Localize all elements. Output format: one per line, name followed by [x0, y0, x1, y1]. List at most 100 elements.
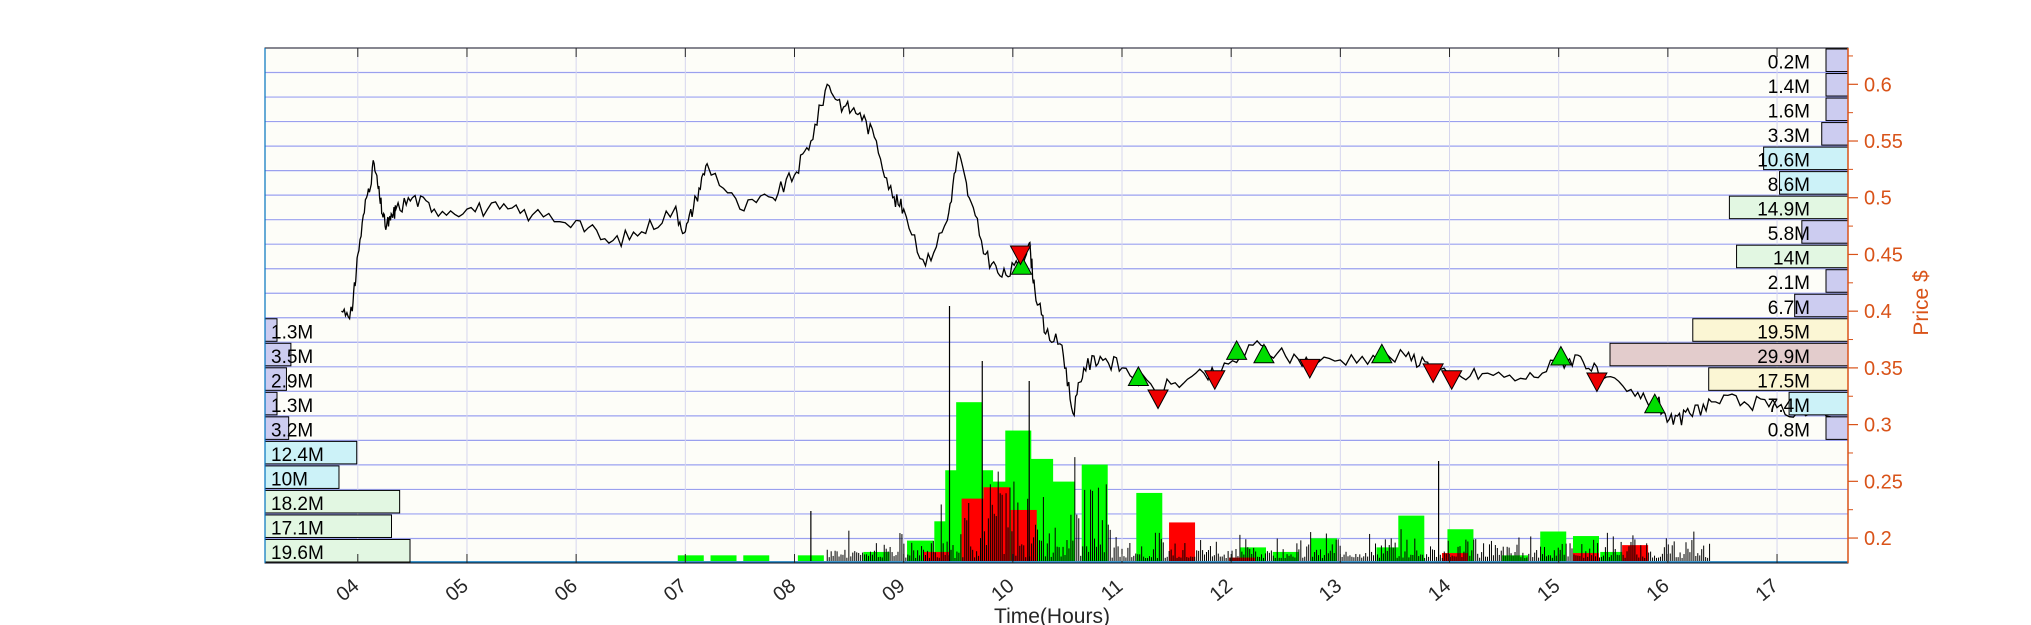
- x-tick-label: 16: [1642, 575, 1673, 606]
- volume-profile-right-bar: [1825, 48, 1849, 73]
- band-fill: [265, 343, 1848, 366]
- x-tick-label: 07: [660, 575, 691, 606]
- band-fill: [265, 269, 1848, 293]
- band-fill: [265, 245, 1848, 268]
- buy-volume-bar: [1398, 515, 1425, 561]
- volume-profile-right-label: 10.6M: [1757, 151, 1810, 172]
- volume-profile-left-label: 18.2M: [271, 494, 324, 515]
- sell-signal-marker: [1009, 245, 1032, 266]
- volume-profile-right-bar: [1825, 97, 1849, 122]
- sell-signal-marker: [1298, 358, 1321, 379]
- x-tick-label: 08: [769, 575, 800, 606]
- x-tick-label: 06: [551, 575, 582, 606]
- y-axis-title: Price $: [1910, 270, 1933, 336]
- x-tick-label: 09: [878, 575, 909, 606]
- volume-profile-left-label: 1.3M: [271, 322, 313, 343]
- volume-profile-right-label: 6.7M: [1768, 298, 1810, 319]
- volume-profile-right-label: 0.8M: [1768, 420, 1810, 441]
- buy-signal-marker: [1550, 345, 1572, 366]
- volume-profile-left-label: 1.3M: [271, 396, 313, 417]
- volume-profile-right-label: 14M: [1773, 249, 1810, 270]
- hour-grid: [357, 48, 1778, 563]
- y-tick-label: 0.45: [1864, 244, 1903, 266]
- sell-volume-bar: [1441, 553, 1468, 561]
- volume-profile-right-label: 8.6M: [1768, 175, 1810, 196]
- volume-profile-left-label: 3.5M: [271, 347, 313, 368]
- price-line: [341, 83, 1844, 426]
- buy-signal-marker: [1127, 365, 1150, 386]
- volume-profile-right-label: 0.2M: [1768, 53, 1810, 74]
- sell-signal-marker: [1422, 363, 1444, 384]
- volume-profile-right-label: 1.6M: [1768, 102, 1810, 123]
- y-tick-label: 0.55: [1864, 131, 1903, 153]
- volume-profile-right-label: 5.8M: [1768, 224, 1810, 245]
- volume-profile-right-label: 7.4M: [1768, 396, 1810, 417]
- x-tick-label: 04: [332, 575, 363, 606]
- volume-profile-left-label: 3.2M: [271, 420, 313, 441]
- volume-profile-left-label: 2.9M: [271, 371, 313, 392]
- volume-profile-right-label: 14.9M: [1757, 200, 1810, 221]
- x-tick-label: 14: [1424, 575, 1455, 606]
- buy-volume-bar: [677, 555, 704, 561]
- band-fill: [265, 220, 1848, 244]
- volume-profile-right-label: 19.5M: [1757, 322, 1810, 343]
- y-tick-label: 0.25: [1864, 471, 1903, 493]
- sell-signal-marker: [1147, 389, 1169, 410]
- sell-signal-marker: [1203, 370, 1226, 391]
- band-fill: [265, 171, 1848, 195]
- volume-profile-right-bar: [1609, 342, 1849, 367]
- x-tick-label: 15: [1533, 575, 1564, 606]
- volume-profile-left-label: 12.4M: [271, 445, 324, 466]
- x-tick-label: 11: [1097, 575, 1127, 605]
- volume-profile-right-label: 1.4M: [1768, 77, 1810, 98]
- band-fill: [265, 147, 1848, 170]
- x-tick-label: 17: [1752, 575, 1783, 606]
- price-band-grid: [265, 47, 1848, 564]
- band-fill: [265, 49, 1848, 72]
- y-tick-label: 0.3: [1864, 415, 1892, 437]
- buy-signal-marker: [1225, 339, 1248, 360]
- band-fill: [265, 416, 1848, 440]
- band-fill: [265, 122, 1848, 146]
- x-axis-title: Time(Hours): [994, 605, 1110, 625]
- band-fill: [265, 98, 1848, 121]
- buy-volume-bar: [743, 555, 770, 561]
- band-fill: [265, 294, 1848, 317]
- y-tick-label: 0.5: [1864, 188, 1892, 210]
- x-tick-label: 12: [1206, 575, 1237, 606]
- sell-signal-marker: [1440, 370, 1463, 391]
- sell-volume-bar: [923, 551, 950, 561]
- volume-profile-right-bar: [1825, 73, 1849, 97]
- y-tick-label: 0.4: [1864, 301, 1892, 323]
- band-fill: [265, 73, 1848, 97]
- volume-bars: [265, 306, 1848, 563]
- buy-volume-bar: [710, 555, 737, 561]
- buy-signal-marker: [1010, 254, 1033, 275]
- y-tick-label: 0.35: [1864, 358, 1903, 380]
- volume-profile-right-label: 2.1M: [1768, 273, 1810, 294]
- sell-volume-bar: [1169, 522, 1196, 561]
- x-tick-label: 13: [1315, 575, 1346, 606]
- band-fill: [265, 392, 1848, 415]
- buy-signal-marker: [1370, 343, 1393, 364]
- volume-profile-left-label: 19.6M: [271, 543, 324, 564]
- volume-profile-right-bar: [1825, 416, 1849, 440]
- volume-profile-right-bar: [1821, 122, 1849, 146]
- volume-profile-left-label: 10M: [271, 469, 308, 490]
- sell-signal-marker: [1586, 372, 1608, 393]
- volume-profile-left-label: 17.1M: [271, 518, 324, 539]
- buy-signal-marker: [1643, 393, 1666, 414]
- band-fill: [265, 367, 1848, 391]
- y-tick-label: 0.6: [1864, 74, 1892, 96]
- band-fill: [265, 465, 1848, 489]
- band-fill: [265, 318, 1848, 342]
- band-fill: [265, 441, 1848, 464]
- sell-volume-bar: [961, 498, 988, 561]
- x-tick-label: 10: [987, 575, 1018, 606]
- volume-profile-right-label: 29.9M: [1757, 347, 1810, 368]
- y-tick-label: 0.2: [1864, 528, 1892, 550]
- volume-profile: 1.3M 3.5M 2.9M 1.3M 3.2M 12.4M 10M 18.2M 17.1M 19…: [264, 48, 1849, 564]
- band-fill: [265, 196, 1848, 219]
- buy-volume-bar: [1136, 492, 1163, 561]
